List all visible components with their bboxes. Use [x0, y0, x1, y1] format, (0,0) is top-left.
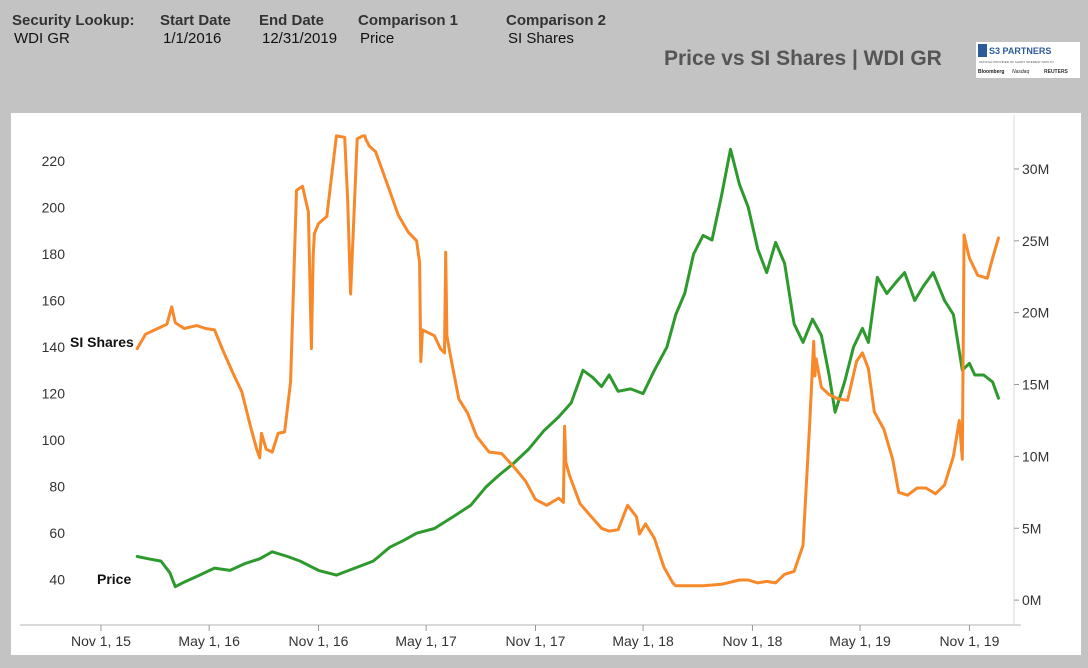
end-date-field: End Date 12/31/2019 [259, 12, 337, 47]
logo-tagline: OFFICIAL PROVIDER OF SHORT INTEREST DATA… [979, 60, 1055, 64]
security-lookup-label: Security Lookup: [12, 12, 135, 29]
right-tick-label-4: 20M [1022, 305, 1049, 321]
x-tick-label-6: Nov 1, 18 [722, 633, 782, 649]
left-tick-label-4: 120 [42, 386, 66, 402]
left-axis-ticks: 40 60 80 100 120 140 160 180 200 220 [42, 153, 66, 588]
logo-partner-reuters: REUTERS [1044, 69, 1069, 75]
left-tick-label-1: 60 [49, 525, 65, 541]
right-tick-label-1: 5M [1022, 520, 1041, 536]
start-date-value[interactable]: 1/1/2016 [163, 30, 222, 47]
right-tick-label-5: 25M [1022, 233, 1049, 249]
left-tick-label-3: 100 [42, 432, 66, 448]
comparison-1-label: Comparison 1 [358, 12, 459, 29]
price-series-line [135, 147, 1000, 589]
x-tick-label-1: May 1, 16 [178, 633, 240, 649]
x-tick-label-7: May 1, 19 [829, 633, 891, 649]
right-tick-label-6: 30M [1022, 161, 1049, 177]
x-tick-label-8: Nov 1, 19 [939, 633, 999, 649]
comparison-2-label: Comparison 2 [506, 12, 607, 29]
x-tick-label-5: May 1, 18 [612, 633, 674, 649]
left-tick-label-9: 220 [42, 153, 66, 169]
series-group [135, 134, 1000, 589]
right-tick-label-3: 15M [1022, 377, 1049, 393]
logo-partner-bloomberg: Bloomberg [978, 69, 1004, 75]
logo-name: S3 PARTNERS [989, 46, 1051, 56]
security-lookup-field: Security Lookup: WDI GR [12, 12, 135, 47]
comparison-1-field: Comparison 1 Price [358, 12, 458, 47]
right-tick-label-2: 10M [1022, 448, 1049, 464]
left-tick-label-7: 180 [42, 246, 66, 262]
comparison-1-value[interactable]: Price [360, 30, 395, 47]
x-tick-label-0: Nov 1, 15 [71, 633, 131, 649]
end-date-value[interactable]: 12/31/2019 [262, 30, 338, 47]
x-tick-label-2: Nov 1, 16 [289, 633, 349, 649]
comparison-2-field: Comparison 2 SI Shares [506, 12, 606, 47]
si-shares-series-line [135, 134, 1000, 588]
security-lookup-value[interactable]: WDI GR [14, 30, 70, 47]
left-tick-label-0: 40 [49, 572, 65, 588]
end-date-label: End Date [259, 12, 325, 29]
x-tick-label-3: May 1, 17 [395, 633, 457, 649]
left-tick-label-2: 80 [49, 479, 65, 495]
chart-title: Price vs SI Shares | WDI GR [664, 47, 942, 70]
si-shares-series-label: SI Shares [70, 334, 134, 350]
start-date-label: Start Date [160, 12, 231, 29]
right-tick-label-0: 0M [1022, 592, 1041, 608]
x-tick-label-4: Nov 1, 17 [506, 633, 566, 649]
comparison-2-value[interactable]: SI Shares [508, 30, 574, 47]
left-tick-label-8: 200 [42, 199, 66, 215]
s3-partners-logo: S3 PARTNERS OFFICIAL PROVIDER OF SHORT I… [976, 42, 1080, 78]
s3-mark-icon [978, 44, 987, 57]
price-series-label: Price [97, 571, 131, 587]
right-axis-ticks: 0M 5M 10M 15M 20M 25M 30M [1014, 161, 1049, 608]
left-tick-label-5: 140 [42, 339, 66, 355]
start-date-field: Start Date 1/1/2016 [160, 12, 231, 47]
chart-plot: Nov 1, 15 May 1, 16 Nov 1, 16 May 1, 17 Nov … [11, 113, 1081, 655]
left-tick-label-6: 160 [42, 293, 66, 309]
x-axis-ticks: Nov 1, 15 May 1, 16 Nov 1, 16 May 1, 17 Nov … [71, 625, 1000, 649]
logo-partner-nasdaq: Nasdaq [1012, 69, 1029, 75]
